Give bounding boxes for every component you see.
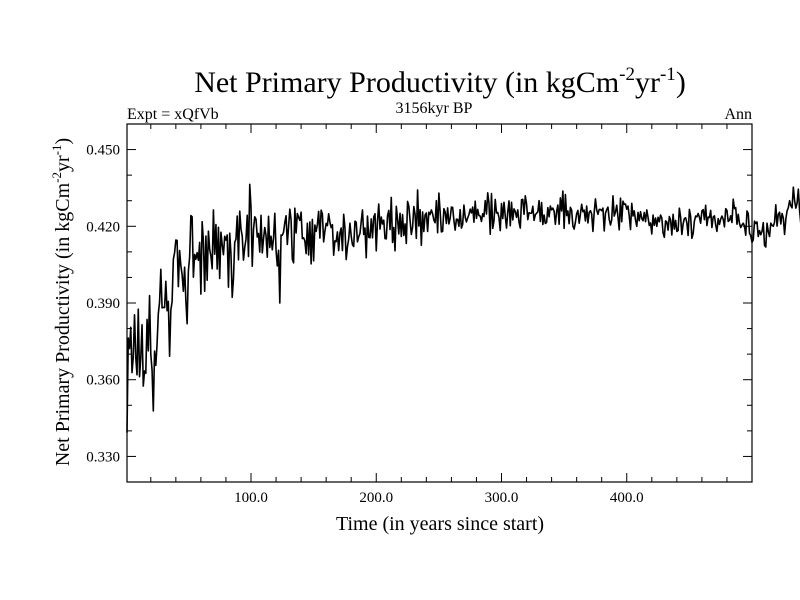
y-axis-label-sup1: -2 [49,172,64,183]
chart-title-sup1: -2 [619,64,635,85]
series-line-npp [126,183,800,433]
chart-title: Net Primary Productivity (in kgCm-2yr-1) [194,64,686,99]
axis-ticks: 100.0 200.0 300.0 400.0 0.330 0.360 0.390 0.420… [86,123,752,506]
y-axis-label-mid: yr [52,155,74,172]
x-axis-label: Time (in years since start) [336,513,544,535]
x-tick-label: 100.0 [234,490,268,506]
y-axis-label-end: ) [52,138,74,145]
expt-label: Expt = xQfVb [127,106,219,123]
y-tick-label: 0.330 [86,449,120,465]
plot-frame [126,123,753,483]
y-tick-label: 0.390 [86,296,120,312]
y-axis-label-main: Net Primary Productivity (in kgCm [52,182,74,466]
x-tick-label: 400.0 [610,490,644,506]
chart-title-end: ) [676,66,686,99]
chart-title-sup2: -1 [660,64,676,85]
x-tick-label: 300.0 [485,490,519,506]
chart-title-main: Net Primary Productivity (in kgCm [194,66,619,99]
x-tick-label: 200.0 [359,490,393,506]
season-label: Ann [724,106,752,123]
y-tick-label: 0.360 [86,373,120,389]
y-axis-label: Net Primary Productivity (in kgCm-2yr-1) [49,138,74,466]
y-tick-label: 0.450 [86,143,120,159]
y-axis-label-sup2: -1 [49,145,64,156]
y-tick-label: 0.420 [86,219,120,235]
chart-title-mid: yr [635,66,660,99]
period-label: 3156kyr BP [396,100,473,117]
